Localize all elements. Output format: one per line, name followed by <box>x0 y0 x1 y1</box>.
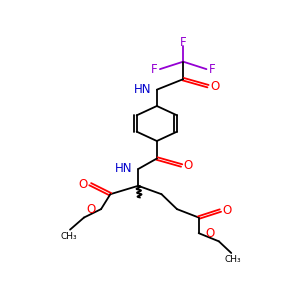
Text: O: O <box>223 204 232 217</box>
Text: CH₃: CH₃ <box>224 255 241 264</box>
Text: O: O <box>184 159 193 172</box>
Text: HN: HN <box>115 163 133 176</box>
Text: F: F <box>180 37 187 50</box>
Text: CH₃: CH₃ <box>60 232 77 241</box>
Text: O: O <box>79 178 88 191</box>
Text: F: F <box>209 63 215 76</box>
Text: F: F <box>151 63 158 76</box>
Text: HN: HN <box>134 83 151 96</box>
Text: O: O <box>205 227 214 240</box>
Text: O: O <box>86 202 95 216</box>
Text: O: O <box>210 80 219 93</box>
